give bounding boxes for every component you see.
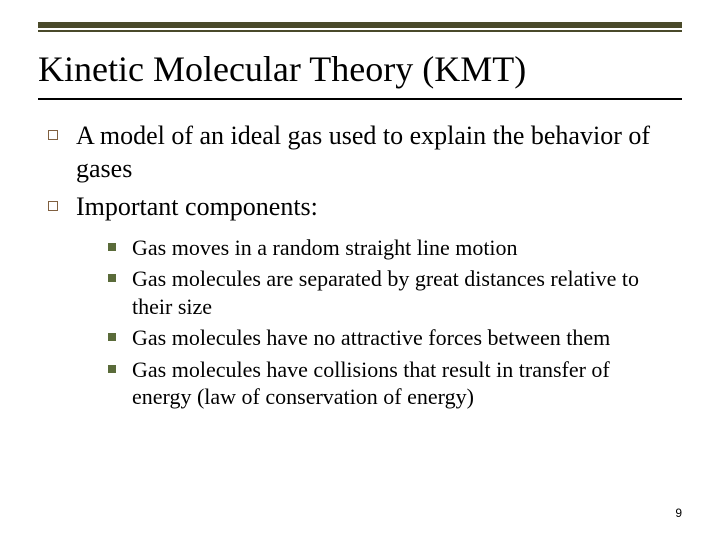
solid-square-bullet-icon [108,333,116,341]
solid-square-bullet-icon [108,243,116,251]
level1-text: A model of an ideal gas used to explain … [76,120,672,185]
solid-square-bullet-icon [108,365,116,373]
page-title: Kinetic Molecular Theory (KMT) [38,48,682,100]
solid-square-bullet-icon [108,274,116,282]
content-area: A model of an ideal gas used to explain … [48,120,672,415]
list-item: Important components: [48,191,672,224]
list-item: Gas molecules have collisions that resul… [108,356,672,411]
level2-text: Gas moves in a random straight line moti… [132,234,518,262]
page-number: 9 [675,506,682,520]
sublist: Gas moves in a random straight line moti… [108,234,672,411]
top-rule [38,22,682,28]
list-item: A model of an ideal gas used to explain … [48,120,672,185]
list-item: Gas molecules are separated by great dis… [108,265,672,320]
list-item: Gas moves in a random straight line moti… [108,234,672,262]
open-square-bullet-icon [48,201,58,211]
level1-text: Important components: [76,191,318,224]
level2-text: Gas molecules have no attractive forces … [132,324,610,352]
level2-text: Gas molecules are separated by great dis… [132,265,672,320]
level2-text: Gas molecules have collisions that resul… [132,356,672,411]
list-item: Gas molecules have no attractive forces … [108,324,672,352]
open-square-bullet-icon [48,130,58,140]
